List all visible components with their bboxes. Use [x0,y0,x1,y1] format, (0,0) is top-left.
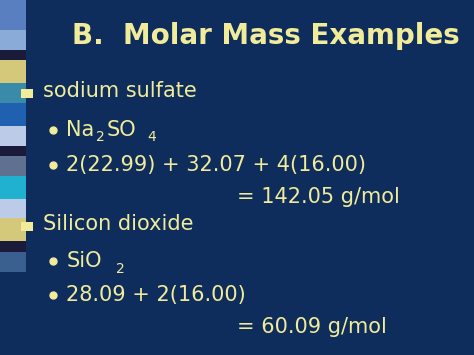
Text: 2: 2 [116,262,125,276]
Bar [21,89,33,98]
Bar [0,50,26,60]
Text: Na: Na [66,120,95,140]
Bar [0,176,26,199]
Text: SO: SO [107,120,137,140]
Bar [0,83,26,103]
Bar [0,146,26,156]
Bar [0,156,26,176]
Text: 2: 2 [96,130,105,144]
Text: B.  Molar Mass Examples: B. Molar Mass Examples [72,22,459,49]
Text: 28.09 + 2(16.00): 28.09 + 2(16.00) [66,285,246,305]
Text: 4: 4 [147,130,155,144]
Text: = 60.09 g/mol: = 60.09 g/mol [237,317,387,337]
Bar [0,218,26,241]
Text: Silicon dioxide: Silicon dioxide [43,214,193,234]
Bar [0,0,26,30]
Bar [0,241,26,252]
Bar [0,199,26,218]
Text: 2(22.99) + 32.07 + 4(16.00): 2(22.99) + 32.07 + 4(16.00) [66,155,366,175]
Bar [0,126,26,146]
Text: SiO: SiO [66,251,102,271]
Bar [0,60,26,83]
Bar [0,30,26,50]
Bar [0,252,26,272]
Text: = 142.05 g/mol: = 142.05 g/mol [237,187,400,207]
Bar [21,222,33,231]
Text: sodium sulfate: sodium sulfate [43,81,196,100]
Bar [0,103,26,126]
